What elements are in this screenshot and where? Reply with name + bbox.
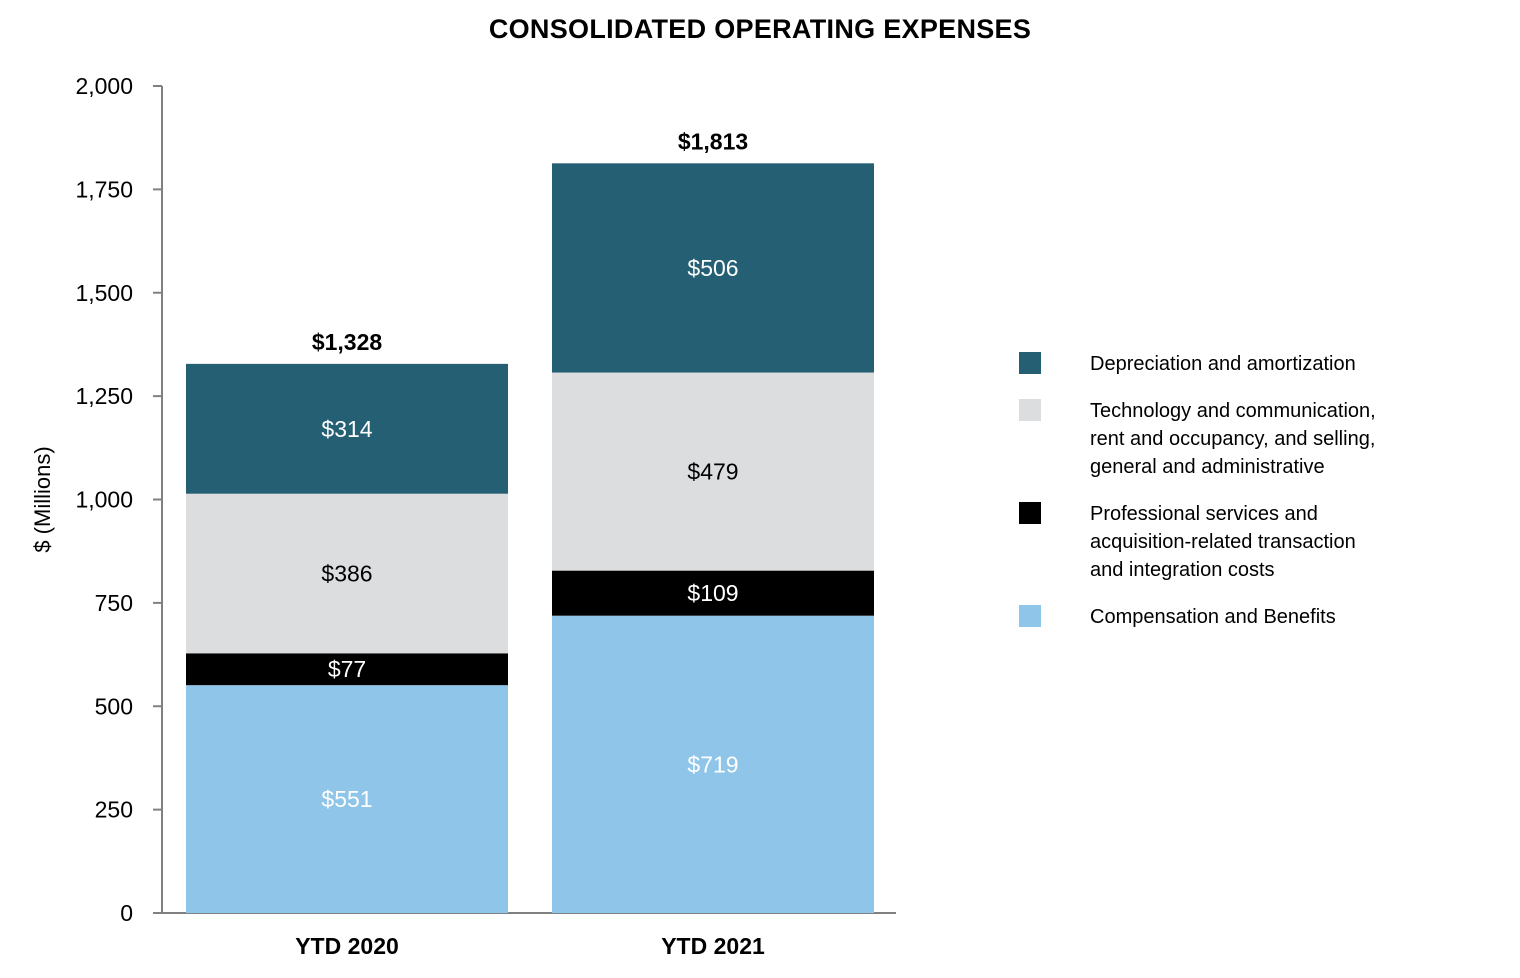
- segment-value-label: $386: [321, 561, 372, 587]
- legend-label: rent and occupancy, and selling,: [1090, 428, 1376, 450]
- bar-segment: [552, 570, 874, 616]
- legend-label: Compensation and Benefits: [1090, 606, 1336, 628]
- y-tick-label: 500: [95, 693, 133, 719]
- legend-swatch: [1019, 502, 1041, 524]
- y-tick-label: 1,500: [75, 280, 133, 306]
- bar-segment: [552, 163, 874, 373]
- y-tick-label: 250: [95, 797, 133, 823]
- legend-label: general and administrative: [1090, 456, 1325, 478]
- chart-legend: Depreciation and amortization Technology …: [1018, 350, 1458, 650]
- segment-value-label: $506: [687, 255, 738, 281]
- legend-item: Professional services and acquisition-rel…: [1018, 500, 1458, 584]
- x-category-label: YTD 2021: [661, 933, 765, 959]
- y-axis-label: $ (Millions): [30, 446, 55, 552]
- segment-value-label: $109: [687, 580, 738, 606]
- bar-segment: [186, 363, 508, 494]
- bar-total-label: $1,813: [678, 128, 748, 154]
- bar-segment: [186, 653, 508, 686]
- y-tick-label: 2,000: [75, 73, 133, 99]
- legend-swatch: [1019, 605, 1041, 627]
- bar-segment: [552, 372, 874, 571]
- segment-value-label: $551: [321, 786, 372, 812]
- legend-label: and integration costs: [1090, 559, 1275, 581]
- segment-value-label: $719: [687, 751, 738, 777]
- bar-segment: [186, 493, 508, 654]
- segment-value-label: $77: [328, 656, 366, 682]
- segment-value-label: $479: [687, 459, 738, 485]
- bar-total-label: $1,328: [312, 329, 383, 355]
- legend-item: Technology and communication, rent and oc…: [1018, 397, 1458, 481]
- legend-label: Depreciation and amortization: [1090, 353, 1356, 375]
- legend-label: Technology and communication,: [1090, 400, 1376, 422]
- legend-swatch: [1019, 399, 1041, 421]
- legend-label: Professional services and: [1090, 503, 1318, 525]
- chart-title: CONSOLIDATED OPERATING EXPENSES: [488, 14, 1032, 44]
- legend-item: Depreciation and amortization: [1018, 350, 1458, 378]
- y-tick-label: 1,750: [75, 176, 133, 202]
- y-tick-label: 0: [120, 900, 133, 926]
- bar-segment: [186, 685, 508, 913]
- segment-value-label: $314: [321, 416, 372, 442]
- x-category-label: YTD 2020: [295, 933, 399, 959]
- legend-label: acquisition-related transaction: [1090, 531, 1356, 553]
- bar-segment: [552, 615, 874, 913]
- y-tick-label: 1,250: [75, 383, 133, 409]
- y-tick-label: 1,000: [75, 487, 133, 513]
- y-tick-label: 750: [95, 590, 133, 616]
- legend-item: Compensation and Benefits: [1018, 603, 1458, 631]
- legend-swatch: [1019, 352, 1041, 374]
